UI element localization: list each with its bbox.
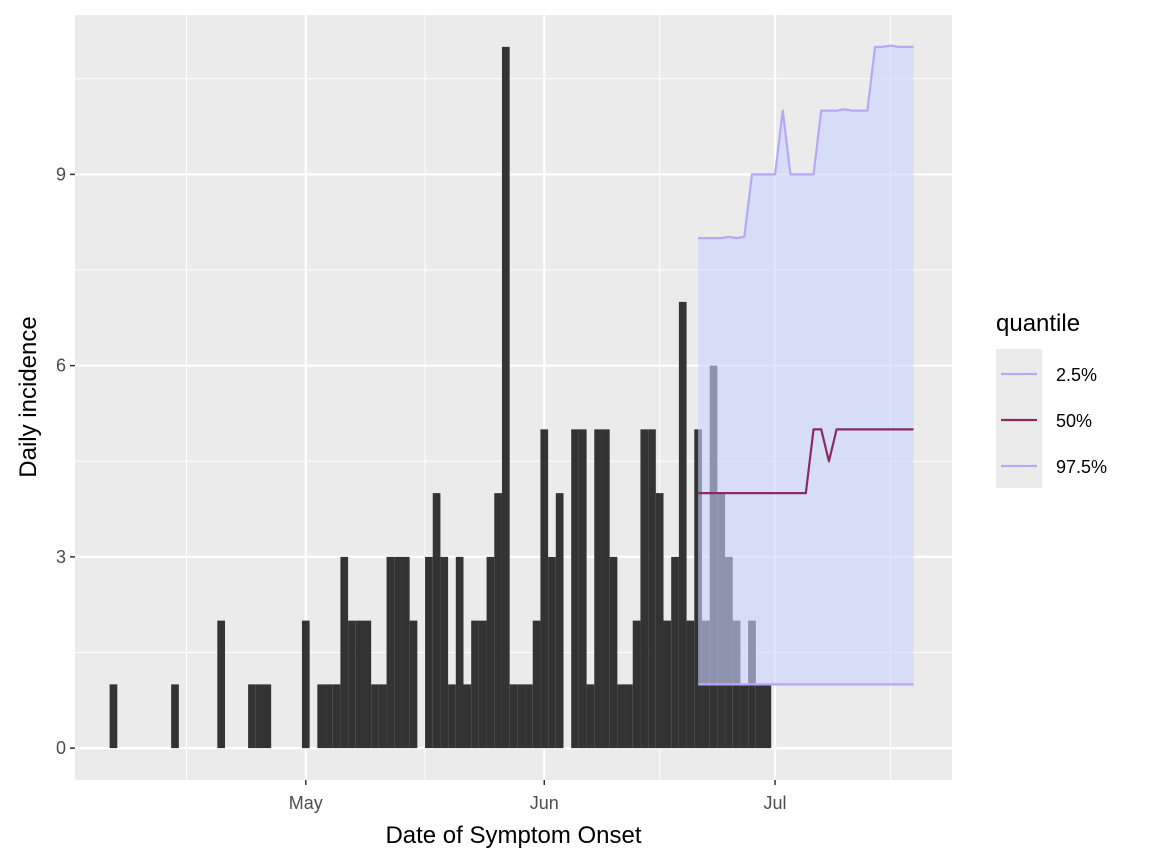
bar <box>548 556 556 749</box>
bar <box>448 684 456 749</box>
bar <box>494 493 502 749</box>
bar <box>525 684 533 749</box>
x-axis-title: Date of Symptom Onset <box>385 822 641 849</box>
bar <box>763 684 772 749</box>
bar <box>317 684 326 749</box>
y-tick-label: 9 <box>56 164 66 184</box>
legend-key-background <box>996 349 1042 488</box>
bar <box>625 684 633 749</box>
bar <box>455 556 464 749</box>
y-tick-label: 6 <box>56 356 66 376</box>
bar <box>432 493 441 749</box>
bar <box>532 620 541 749</box>
bar <box>555 493 564 749</box>
bar <box>463 684 472 749</box>
bar <box>509 684 518 749</box>
bar <box>501 46 510 749</box>
x-axis: May Jun Jul <box>289 780 787 813</box>
bar <box>617 684 626 749</box>
bar <box>340 556 349 749</box>
forecast-layer <box>698 44 914 686</box>
bar <box>663 620 672 749</box>
bar <box>386 556 395 749</box>
bar <box>363 620 372 749</box>
bar <box>671 556 679 749</box>
bar <box>301 620 310 749</box>
bar <box>594 429 602 749</box>
bar <box>601 429 610 749</box>
quantile-line-50pct <box>698 428 914 495</box>
legend-label: 50% <box>1056 411 1092 431</box>
bar <box>348 620 356 749</box>
y-axis-title: Daily incidence <box>15 316 42 477</box>
bar <box>655 493 664 749</box>
bar <box>678 301 687 749</box>
y-tick-label: 3 <box>56 547 66 567</box>
bar <box>409 620 418 749</box>
x-tick-label: Jun <box>530 793 559 813</box>
bar <box>109 684 118 749</box>
x-tick-label: Jul <box>764 793 787 813</box>
bar <box>578 429 587 749</box>
bar <box>471 620 479 749</box>
bar <box>755 684 764 749</box>
bar <box>517 684 526 749</box>
bar <box>401 556 410 749</box>
bar <box>540 429 549 749</box>
bar <box>632 620 641 749</box>
legend-entries: 2.5% 50% 97.5% <box>996 349 1107 488</box>
bar <box>425 556 433 749</box>
bar <box>255 684 264 749</box>
forecast-ribbon <box>698 45 914 685</box>
bar <box>248 684 256 749</box>
bar <box>648 429 656 749</box>
bar <box>217 620 226 749</box>
legend-title: quantile <box>996 310 1080 337</box>
bar <box>486 556 495 749</box>
x-tick-label: May <box>289 793 323 813</box>
legend: quantile 2.5% 50% 97.5% <box>996 310 1107 488</box>
bar <box>740 684 749 749</box>
bar <box>394 556 402 749</box>
bar <box>355 620 364 749</box>
bar <box>440 556 449 749</box>
bar <box>378 684 387 749</box>
legend-label: 2.5% <box>1056 365 1097 385</box>
legend-label: 97.5% <box>1056 457 1107 477</box>
bar <box>325 684 333 749</box>
y-axis: 0 3 6 9 <box>56 164 75 758</box>
bar <box>686 620 695 749</box>
bar <box>478 620 487 749</box>
bar <box>263 684 272 749</box>
bar <box>171 684 179 749</box>
y-tick-label: 0 <box>56 738 66 758</box>
quantile-line-97-5pct <box>698 44 914 240</box>
bar <box>371 684 379 749</box>
bar <box>571 429 579 749</box>
bar <box>609 556 618 749</box>
bar <box>586 684 595 749</box>
bar <box>332 684 341 749</box>
bar <box>640 429 649 749</box>
